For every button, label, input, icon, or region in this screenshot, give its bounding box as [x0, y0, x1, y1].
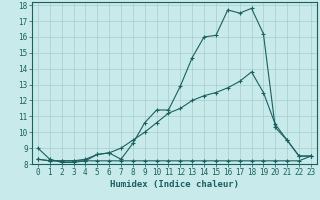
X-axis label: Humidex (Indice chaleur): Humidex (Indice chaleur)	[110, 180, 239, 189]
